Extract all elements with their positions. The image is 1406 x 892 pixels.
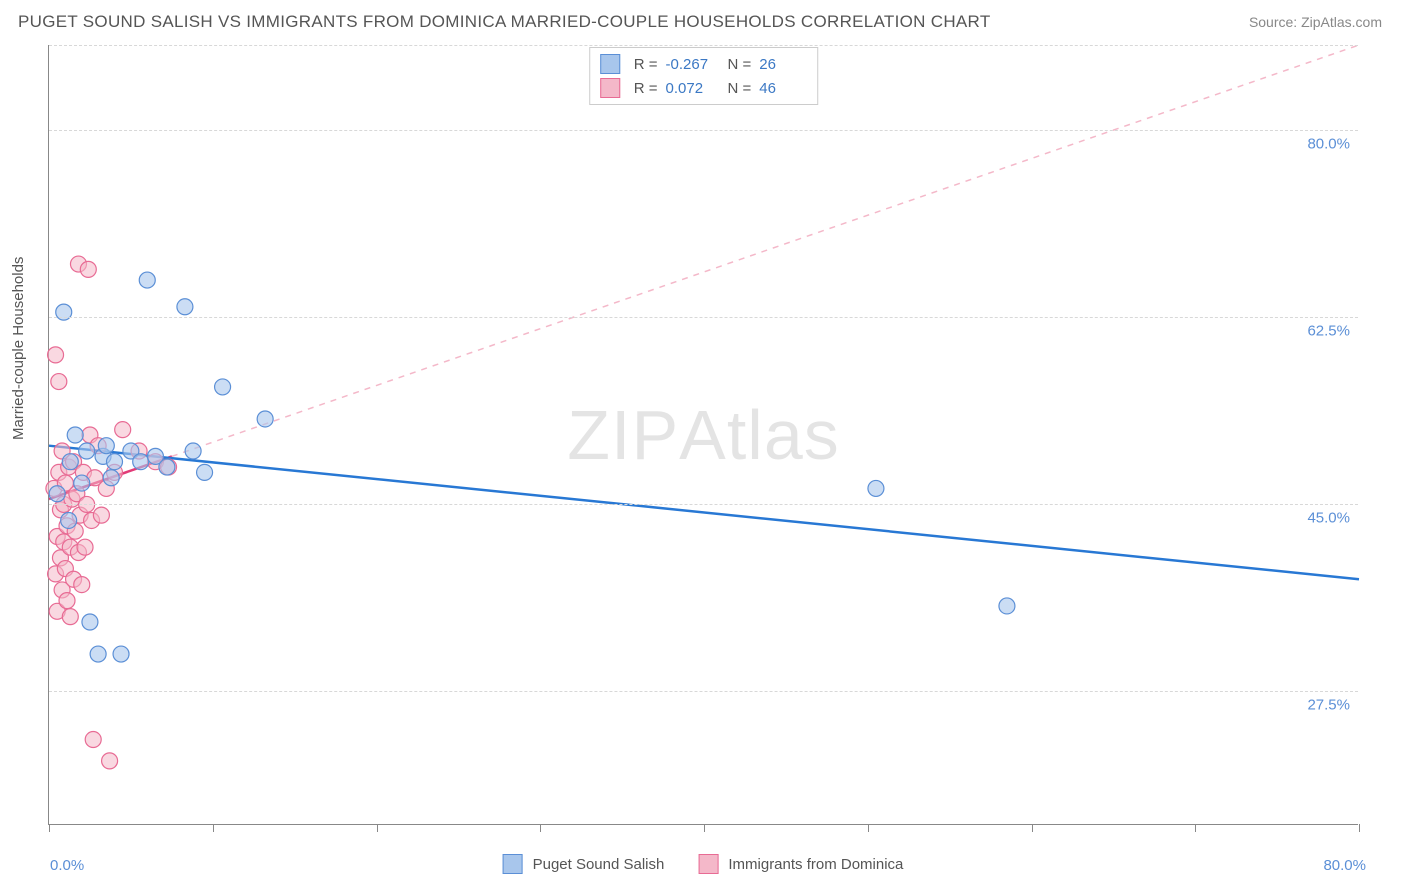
y-tick-label: 80.0% [1307,136,1350,153]
y-tick-label: 27.5% [1307,697,1350,714]
swatch-blue-icon [503,854,523,874]
legend-row-blue: R = -0.267 N = 26 [600,52,808,76]
r-label: R = [634,80,658,97]
swatch-blue-icon [600,54,620,74]
n-value-blue: 26 [759,56,807,73]
r-label: R = [634,56,658,73]
x-tick [868,824,869,832]
swatch-pink-icon [600,78,620,98]
x-tick [49,824,50,832]
series-name-blue: Puget Sound Salish [533,856,665,873]
x-tick [213,824,214,832]
gridline [49,317,1358,318]
x-tick [540,824,541,832]
x-tick [1195,824,1196,832]
r-value-blue: -0.267 [666,56,714,73]
x-tick [377,824,378,832]
chart-title: PUGET SOUND SALISH VS IMMIGRANTS FROM DO… [18,12,991,32]
x-tick [1359,824,1360,832]
x-axis-min-label: 0.0% [50,857,84,874]
series-name-pink: Immigrants from Dominica [728,856,903,873]
gridline [49,504,1358,505]
gridline [49,45,1358,46]
x-tick [704,824,705,832]
r-value-pink: 0.072 [666,80,714,97]
gridline [49,691,1358,692]
chart-source: Source: ZipAtlas.com [1249,14,1382,30]
x-axis-max-label: 80.0% [1323,857,1366,874]
gridline [49,130,1358,131]
y-tick-label: 45.0% [1307,510,1350,527]
legend-row-pink: R = 0.072 N = 46 [600,76,808,100]
n-label: N = [728,80,752,97]
y-axis-label: Married-couple Households [10,257,27,440]
plot-svg [49,45,1358,824]
n-value-pink: 46 [759,80,807,97]
legend-correlation-box: R = -0.267 N = 26 R = 0.072 N = 46 [589,47,819,105]
correlation-chart: PUGET SOUND SALISH VS IMMIGRANTS FROM DO… [0,0,1406,892]
n-label: N = [728,56,752,73]
legend-series: Puget Sound Salish Immigrants from Domin… [503,854,904,874]
y-tick-label: 62.5% [1307,323,1350,340]
plot-area: ZIPAtlas R = -0.267 N = 26 R = 0.072 N =… [48,45,1358,825]
x-tick [1032,824,1033,832]
swatch-pink-icon [698,854,718,874]
